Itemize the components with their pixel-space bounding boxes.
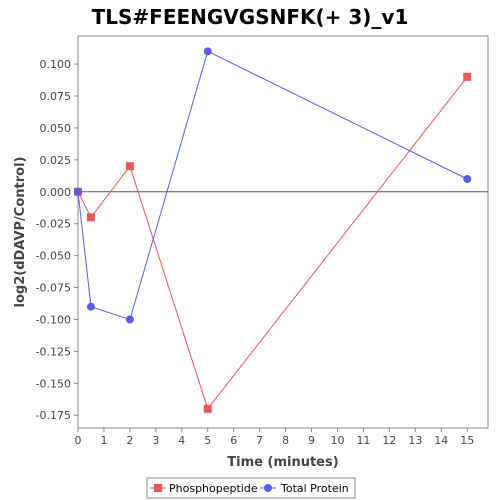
y-axis-label: log2(dDAVP/Control) [13, 157, 28, 308]
legend-box [146, 477, 356, 499]
data-point-phosphopeptide [125, 162, 134, 171]
x-tick-label: 14 [434, 434, 448, 447]
x-axis: 0 1 2 3 4 5 6 7 8 9 10 11 12 13 14 15 [75, 428, 474, 447]
y-tick-label: -0.125 [36, 345, 71, 358]
x-axis-label: Time (minutes) [227, 455, 338, 470]
plot-area [77, 35, 489, 429]
legend: Phosphopeptide Total Protein [146, 477, 356, 499]
y-tick-label: -0.075 [36, 282, 71, 295]
x-tick-label: 3 [152, 434, 159, 447]
y-tick-label: 0.000 [40, 186, 72, 199]
y-tick-label: -0.150 [36, 377, 71, 390]
data-point-phosphopeptide [463, 72, 472, 81]
x-tick-label: 9 [308, 434, 315, 447]
x-tick-label: 0 [75, 434, 82, 447]
y-axis: -0.175 -0.150 -0.125 -0.100 -0.075 -0.050 -0.0… [36, 58, 78, 422]
y-tick-label: -0.100 [36, 313, 71, 326]
data-point-total-protein [125, 315, 134, 324]
x-tick-label: 10 [330, 434, 344, 447]
x-tick-label: 13 [408, 434, 422, 447]
series-layer [74, 47, 472, 413]
data-point-phosphopeptide [86, 213, 95, 222]
data-point-total-protein [74, 187, 82, 196]
x-tick-label: 8 [282, 434, 289, 447]
x-tick-label: 1 [100, 434, 107, 447]
y-tick-label: 0.050 [40, 122, 72, 135]
y-tick-label: 0.025 [40, 154, 72, 167]
x-tick-label: 11 [356, 434, 370, 447]
x-tick-label: 15 [460, 434, 474, 447]
legend-circle-marker [264, 484, 272, 492]
x-tick-label: 6 [230, 434, 237, 447]
legend-label-phosphopeptide: Phosphopeptide [169, 482, 258, 495]
data-point-total-protein [86, 302, 95, 311]
y-tick-label: 0.100 [40, 58, 72, 71]
data-point-total-protein [203, 47, 212, 56]
x-tick-label: 2 [126, 434, 133, 447]
y-tick-label: 0.075 [40, 90, 72, 103]
y-tick-label: -0.025 [36, 218, 71, 231]
data-point-total-protein [463, 175, 472, 184]
legend-item-phosphopeptide: Phosphopeptide [150, 482, 258, 495]
legend-square-marker [154, 484, 162, 492]
x-tick-label: 12 [382, 434, 396, 447]
y-tick-label: -0.175 [36, 409, 71, 422]
x-tick-label: 5 [204, 434, 211, 447]
legend-item-total-protein: Total Protein [260, 482, 349, 495]
x-tick-label: 4 [178, 434, 185, 447]
chart-title: TLS#FEENGVGSNFK(+ 3)_v1 [92, 5, 409, 29]
data-point-phosphopeptide [203, 404, 212, 413]
x-tick-label: 7 [256, 434, 263, 447]
legend-label-total-protein: Total Protein [280, 482, 349, 495]
y-tick-label: -0.050 [36, 250, 71, 263]
